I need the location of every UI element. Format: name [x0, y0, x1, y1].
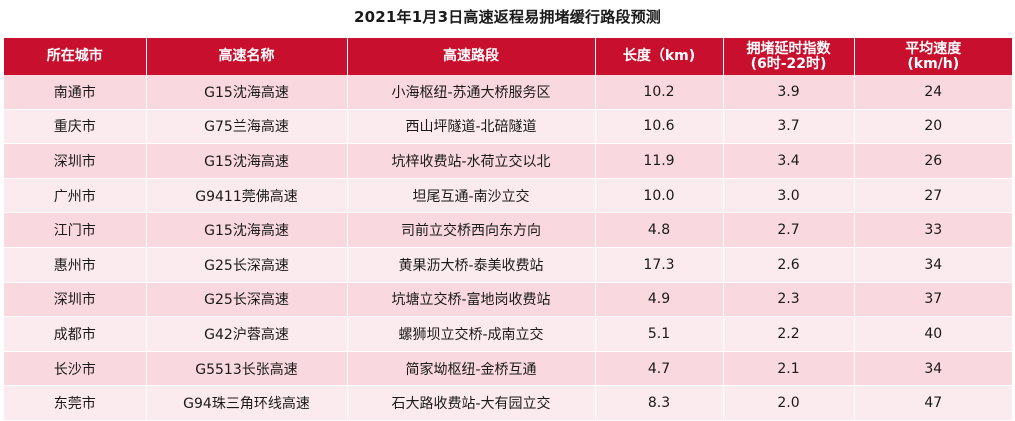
- table-row: 南通市 G15沈海高速 小海枢纽-苏通大桥服务区 10.2 3.9 24: [4, 75, 1012, 110]
- cell-highway-section: 西山坪隧道-北碚隧道: [347, 109, 596, 145]
- cell-highway-name: G15沈海高速: [146, 75, 348, 110]
- table-row: 成都市 G42沪蓉高速 螺狮坝立交桥-成南立交 5.1 2.2 40: [4, 316, 1012, 352]
- cell-avg-speed: 40: [854, 316, 1012, 352]
- cell-length: 4.7: [595, 351, 724, 387]
- cell-length: 5.1: [595, 316, 724, 352]
- cell-avg-speed: 26: [854, 143, 1012, 179]
- header-sublabel: (6时-22时): [750, 55, 827, 72]
- table-row: 广州市 G9411莞佛高速 坦尾互通-南沙立交 10.0 3.0 27: [4, 178, 1012, 214]
- header-label: 平均速度: [905, 40, 962, 57]
- cell-highway-section: 坦尾互通-南沙立交: [347, 178, 596, 214]
- cell-avg-speed: 33: [854, 212, 1012, 248]
- cell-city: 重庆市: [4, 109, 147, 145]
- cell-length: 4.8: [595, 212, 724, 248]
- cell-length: 17.3: [595, 247, 724, 283]
- cell-highway-name: G5513长张高速: [146, 351, 348, 387]
- cell-city: 江门市: [4, 212, 147, 248]
- cell-length: 10.0: [595, 178, 724, 214]
- header-highway-name: 高速名称: [146, 38, 348, 75]
- header-avg-speed: 平均速度 (km/h): [854, 38, 1012, 75]
- cell-delay-index: 3.7: [723, 109, 855, 145]
- table-row: 长沙市 G5513长张高速 简家坳枢纽-金桥互通 4.7 2.1 34: [4, 351, 1012, 387]
- header-highway-section: 高速路段: [347, 38, 596, 75]
- cell-highway-section: 小海枢纽-苏通大桥服务区: [347, 75, 596, 110]
- cell-length: 10.6: [595, 109, 724, 145]
- cell-city: 深圳市: [4, 143, 147, 179]
- cell-city: 惠州市: [4, 247, 147, 283]
- cell-city: 南通市: [4, 75, 147, 110]
- cell-highway-name: G15沈海高速: [146, 143, 348, 179]
- cell-highway-name: G25长深高速: [146, 282, 348, 318]
- header-label: 拥堵延时指数: [746, 40, 831, 57]
- cell-length: 11.9: [595, 143, 724, 179]
- page-title: 2021年1月3日高速返程易拥堵缓行路段预测: [353, 8, 662, 26]
- cell-city: 东莞市: [4, 385, 147, 421]
- cell-length: 10.2: [595, 75, 724, 110]
- table-header-row: 所在城市 高速名称 高速路段 长度（km) 拥堵延时指数 (6时-22时) 平均…: [4, 38, 1012, 75]
- cell-highway-name: G75兰海高速: [146, 109, 348, 145]
- table-row: 深圳市 G15沈海高速 坑梓收费站-水荷立交以北 11.9 3.4 26: [4, 143, 1012, 179]
- table-row: 东莞市 G94珠三角环线高速 石大路收费站-大有园立交 8.3 2.0 47: [4, 385, 1012, 421]
- congestion-table: 所在城市 高速名称 高速路段 长度（km) 拥堵延时指数 (6时-22时) 平均…: [4, 38, 1012, 421]
- cell-highway-section: 坑梓收费站-水荷立交以北: [347, 143, 596, 179]
- header-label: 长度（km): [622, 48, 696, 64]
- header-label: 高速名称: [218, 48, 275, 64]
- cell-avg-speed: 20: [854, 109, 1012, 145]
- cell-avg-speed: 47: [854, 385, 1012, 421]
- table-row: 深圳市 G25长深高速 坑塘立交桥-富地岗收费站 4.9 2.3 37: [4, 282, 1012, 318]
- cell-city: 广州市: [4, 178, 147, 214]
- cell-length: 4.9: [595, 282, 724, 318]
- cell-city: 深圳市: [4, 282, 147, 318]
- header-sublabel: (km/h): [907, 55, 960, 72]
- cell-highway-name: G25长深高速: [146, 247, 348, 283]
- cell-highway-name: G15沈海高速: [146, 212, 348, 248]
- cell-delay-index: 3.4: [723, 143, 855, 179]
- cell-delay-index: 2.2: [723, 316, 855, 352]
- cell-highway-section: 黄果沥大桥-泰美收费站: [347, 247, 596, 283]
- cell-avg-speed: 37: [854, 282, 1012, 318]
- cell-delay-index: 3.9: [723, 75, 855, 110]
- table-row: 江门市 G15沈海高速 司前立交桥西向东方向 4.8 2.7 33: [4, 212, 1012, 248]
- cell-length: 8.3: [595, 385, 724, 421]
- cell-highway-section: 螺狮坝立交桥-成南立交: [347, 316, 596, 352]
- header-delay-index: 拥堵延时指数 (6时-22时): [723, 38, 855, 75]
- cell-highway-name: G42沪蓉高速: [146, 316, 348, 352]
- header-label: 所在城市: [46, 48, 103, 64]
- cell-highway-name: G9411莞佛高速: [146, 178, 348, 214]
- cell-city: 长沙市: [4, 351, 147, 387]
- cell-highway-name: G94珠三角环线高速: [146, 385, 348, 421]
- cell-avg-speed: 24: [854, 75, 1012, 110]
- cell-avg-speed: 34: [854, 351, 1012, 387]
- cell-avg-speed: 27: [854, 178, 1012, 214]
- cell-delay-index: 2.6: [723, 247, 855, 283]
- cell-city: 成都市: [4, 316, 147, 352]
- cell-delay-index: 2.3: [723, 282, 855, 318]
- cell-highway-section: 司前立交桥西向东方向: [347, 212, 596, 248]
- table-row: 惠州市 G25长深高速 黄果沥大桥-泰美收费站 17.3 2.6 34: [4, 247, 1012, 283]
- cell-delay-index: 3.0: [723, 178, 855, 214]
- header-label: 高速路段: [443, 48, 499, 64]
- cell-highway-section: 坑塘立交桥-富地岗收费站: [347, 282, 596, 318]
- cell-delay-index: 2.7: [723, 212, 855, 248]
- cell-highway-section: 石大路收费站-大有园立交: [347, 385, 596, 421]
- cell-delay-index: 2.0: [723, 385, 855, 421]
- table-row: 重庆市 G75兰海高速 西山坪隧道-北碚隧道 10.6 3.7 20: [4, 109, 1012, 145]
- cell-avg-speed: 34: [854, 247, 1012, 283]
- table-body: 南通市 G15沈海高速 小海枢纽-苏通大桥服务区 10.2 3.9 24 重庆市 G75兰海高…: [4, 75, 1012, 421]
- cell-delay-index: 2.1: [723, 351, 855, 387]
- header-length: 长度（km): [595, 38, 724, 75]
- header-city: 所在城市: [4, 38, 147, 75]
- cell-highway-section: 简家坳枢纽-金桥互通: [347, 351, 596, 387]
